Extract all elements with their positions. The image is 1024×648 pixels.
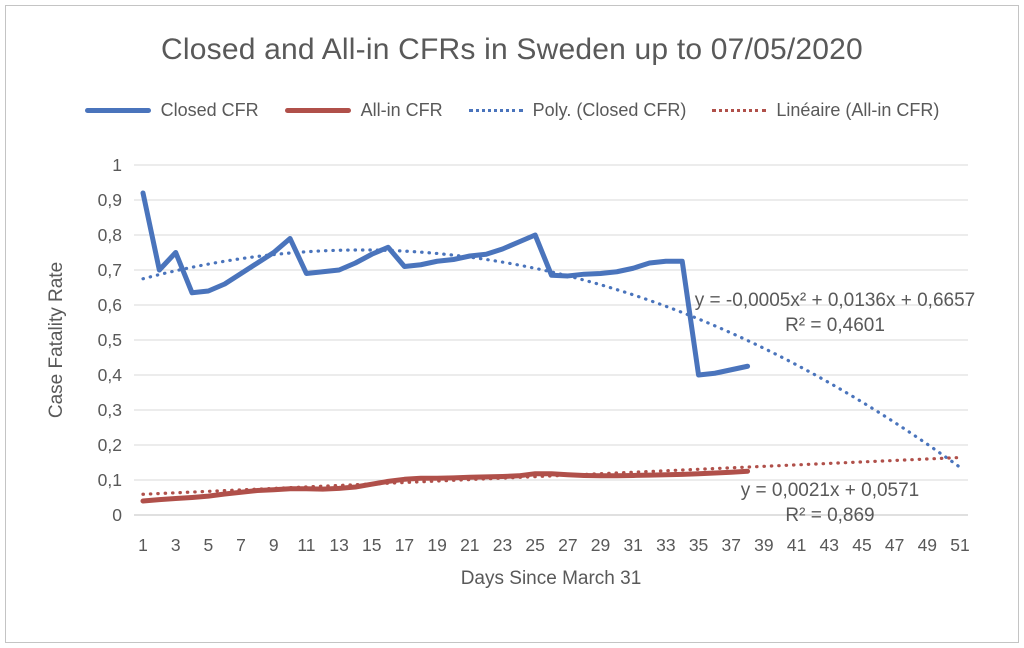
trendline-poly-closed-cfr — [141, 248, 962, 469]
y-tick-label: 0 — [112, 505, 122, 525]
y-tick-label: 0,2 — [98, 435, 122, 455]
legend: Closed CFR All-in CFR Poly. (Closed CFR)… — [0, 100, 1024, 121]
legend-label-poly-closed-cfr: Poly. (Closed CFR) — [532, 100, 687, 120]
y-tick-label: 0,3 — [98, 400, 122, 420]
x-tick-label: 7 — [236, 535, 246, 555]
chart-title: Closed and All-in CFRs in Sweden up to 0… — [161, 33, 863, 66]
x-tick-label: 35 — [689, 535, 708, 555]
series-line-closed-cfr — [140, 190, 751, 378]
x-tick-label: 5 — [203, 535, 213, 555]
x-tick-label: 43 — [820, 535, 839, 555]
x-tick-label: 49 — [918, 535, 937, 555]
x-axis-title: Days Since March 31 — [460, 568, 642, 589]
x-tick-label: 27 — [558, 535, 577, 555]
x-tick-label: 31 — [623, 535, 642, 555]
x-tick-label: 37 — [722, 535, 741, 555]
x-tick-label: 3 — [171, 535, 181, 555]
legend-line-sample-closed-cfr — [84, 108, 151, 113]
poly-equation: y = -0,0005x² + 0,0136x + 0,6657 — [694, 290, 976, 311]
legend-item-poly-closed-cfr: Poly. (Closed CFR) — [468, 100, 687, 121]
x-tick-label: 47 — [885, 535, 904, 555]
legend-dotted-sample-poly — [468, 109, 523, 112]
linear-trendline-annotation: y = 0,0021x + 0,0571 R² = 0,869 — [705, 478, 955, 528]
series-line-all-in-cfr — [140, 468, 751, 504]
x-tick-label: 51 — [950, 535, 969, 555]
x-tick-label: 41 — [787, 535, 806, 555]
x-tick-label: 11 — [297, 535, 315, 555]
y-axis-tick-labels: 0 0,1 0,2 0,3 0,4 0,5 0,6 0,7 0,8 0,9 1 — [98, 155, 123, 525]
y-tick-label: 0,6 — [98, 295, 122, 315]
legend-item-all-in-cfr: All-in CFR — [284, 100, 443, 121]
legend-dotted-sample-lineaire — [712, 109, 767, 112]
x-tick-label: 29 — [591, 535, 610, 555]
y-tick-label: 0,9 — [98, 190, 122, 210]
x-tick-label: 19 — [427, 535, 446, 555]
gridlines — [134, 164, 968, 516]
x-tick-label: 21 — [460, 535, 479, 555]
y-tick-label: 0,1 — [98, 470, 122, 490]
legend-item-lineaire-all-in-cfr: Linéaire (All-in CFR) — [712, 100, 939, 121]
y-tick-label: 0,5 — [98, 330, 122, 350]
x-tick-label: 13 — [329, 535, 348, 555]
y-tick-label: 0,8 — [98, 225, 122, 245]
y-tick-label: 0,4 — [98, 365, 123, 385]
x-tick-label: 15 — [362, 535, 381, 555]
x-tick-label: 1 — [138, 535, 148, 555]
linear-equation: y = 0,0021x + 0,0571 — [740, 480, 920, 501]
legend-label-all-in-cfr: All-in CFR — [360, 100, 443, 120]
x-tick-label: 39 — [754, 535, 773, 555]
x-tick-label: 45 — [852, 535, 871, 555]
poly-r-squared: R² = 0,4601 — [785, 315, 885, 336]
linear-r-squared: R² = 0,869 — [785, 505, 875, 526]
x-tick-label: 23 — [493, 535, 512, 555]
legend-line-sample-all-in-cfr — [284, 108, 351, 113]
y-axis-title: Case Fatality Rate — [46, 261, 67, 419]
y-tick-label: 0,7 — [98, 260, 122, 280]
legend-item-closed-cfr: Closed CFR — [84, 100, 259, 121]
x-tick-label: 17 — [395, 535, 414, 555]
x-axis-tick-labels: 1 3 5 7 9 11 13 15 17 19 21 23 25 27 29 31 33 35 37 39 41 43 4… — [138, 535, 970, 555]
x-tick-label: 25 — [525, 535, 544, 555]
x-tick-label: 9 — [269, 535, 279, 555]
x-tick-label: 33 — [656, 535, 675, 555]
y-tick-label: 1 — [112, 155, 122, 175]
poly-trendline-annotation: y = -0,0005x² + 0,0136x + 0,6657 R² = 0,… — [660, 288, 1010, 338]
legend-label-lineaire-all-in-cfr: Linéaire (All-in CFR) — [776, 100, 940, 120]
legend-label-closed-cfr: Closed CFR — [160, 100, 259, 120]
trendline-lin-aire-all-in-cfr — [141, 455, 962, 496]
